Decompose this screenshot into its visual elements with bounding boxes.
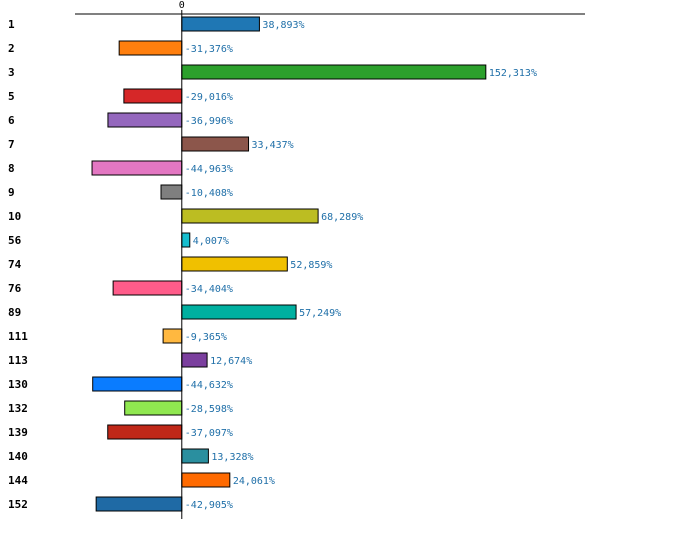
value-label: -44,963%	[185, 164, 233, 175]
category-label: 139	[8, 426, 28, 439]
category-label: 76	[8, 282, 22, 295]
value-label: 12,674%	[210, 356, 252, 367]
value-label: 52,859%	[290, 260, 332, 271]
bar-74	[181, 256, 288, 272]
value-label: -31,376%	[185, 44, 233, 55]
category-label: 10	[8, 210, 21, 223]
category-label: 8	[8, 162, 15, 175]
category-label: 74	[8, 258, 22, 271]
value-label: 68,289%	[321, 212, 363, 223]
bar-140	[181, 448, 209, 464]
bar-130	[92, 376, 183, 392]
value-label: 24,061%	[233, 476, 275, 487]
value-label: 57,249%	[299, 308, 341, 319]
bars-group	[91, 16, 487, 512]
bar-111	[162, 328, 183, 344]
category-label: 5	[8, 90, 15, 103]
value-label: 33,437%	[252, 140, 294, 151]
value-label: 4,007%	[193, 236, 229, 247]
bar-76	[112, 280, 183, 296]
value-label: 152,313%	[489, 68, 537, 79]
bar-144	[181, 472, 231, 488]
bar-5	[123, 88, 183, 104]
category-label: 56	[8, 234, 22, 247]
bar-9	[160, 184, 183, 200]
category-label: 130	[8, 378, 28, 391]
value-label: -28,598%	[185, 404, 233, 415]
category-label: 152	[8, 498, 28, 511]
category-label: 132	[8, 402, 28, 415]
value-label: 13,328%	[211, 452, 253, 463]
category-label: 2	[8, 42, 15, 55]
category-label: 9	[8, 186, 15, 199]
value-labels: 38,893% -31,376% 152,313% -29,016% -36,996% 3…	[185, 20, 537, 511]
value-label: -44,632%	[185, 380, 233, 391]
bar-132	[124, 400, 183, 416]
bar-113	[181, 352, 208, 368]
category-label: 140	[8, 450, 28, 463]
value-label: -34,404%	[185, 284, 233, 295]
bar-7	[181, 136, 250, 152]
category-label: 6	[8, 114, 15, 127]
value-label: -37,097%	[185, 428, 233, 439]
category-label: 113	[8, 354, 28, 367]
category-label: 89	[8, 306, 21, 319]
category-labels: 1235678910567476891111131301321391401441…	[8, 18, 28, 511]
category-label: 144	[8, 474, 28, 487]
category-label: 1	[8, 18, 15, 31]
value-label: -9,365%	[185, 332, 227, 343]
value-label: -36,996%	[185, 116, 233, 127]
zero-tick-label: 0	[179, 0, 185, 11]
bar-2	[118, 40, 183, 56]
category-label: 3	[8, 66, 15, 79]
bar-89	[181, 304, 297, 320]
bar-139	[107, 424, 183, 440]
bar-3	[181, 64, 487, 80]
category-label: 111	[8, 330, 28, 343]
value-label: -29,016%	[185, 92, 233, 103]
value-label: 38,893%	[262, 20, 304, 31]
value-label: -10,408%	[185, 188, 233, 199]
bar-1	[181, 16, 260, 32]
bar-152	[95, 496, 183, 512]
value-label: -42,905%	[185, 500, 233, 511]
category-label: 7	[8, 138, 15, 151]
bar-6	[107, 112, 183, 128]
bar-10	[181, 208, 319, 224]
bar-8	[91, 160, 183, 176]
bar-56	[181, 232, 191, 248]
